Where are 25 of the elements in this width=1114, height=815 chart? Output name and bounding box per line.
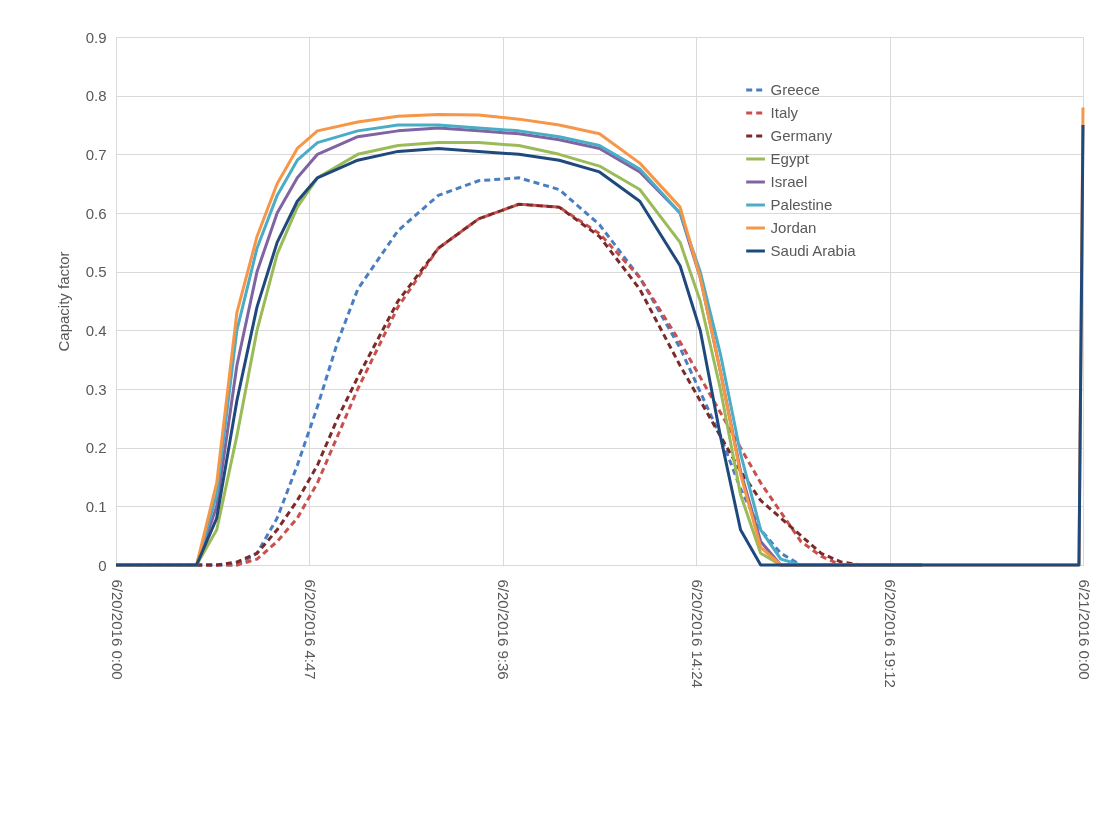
y-tick-label: 0 <box>98 556 107 574</box>
legend-label: Jordan <box>770 219 817 236</box>
legend-label: Italy <box>770 104 799 121</box>
y-tick-label: 0.6 <box>85 204 107 222</box>
legend-label: Greece <box>770 81 820 98</box>
x-tick-label: 6/20/2016 4:47 <box>301 579 319 680</box>
y-tick-label: 0.7 <box>85 145 107 163</box>
y-tick-label: 0.4 <box>85 321 107 339</box>
legend-label: Egypt <box>770 150 810 167</box>
y-tick-label: 0.1 <box>85 497 107 515</box>
y-tick-label: 0.3 <box>85 380 107 398</box>
y-axis-title: Capacity factor <box>54 251 72 352</box>
x-tick-label: 6/20/2016 0:00 <box>108 579 126 680</box>
x-tick-label: 6/20/2016 19:12 <box>882 579 900 688</box>
x-tick-label: 6/20/2016 14:24 <box>688 579 706 688</box>
y-tick-label: 0.9 <box>85 28 107 46</box>
legend-label: Israel <box>770 173 808 190</box>
legend-label: Palestine <box>770 196 833 213</box>
x-tick-label: 6/20/2016 9:36 <box>495 579 513 680</box>
y-tick-label: 0.5 <box>85 263 107 281</box>
y-tick-label: 0.8 <box>85 87 107 105</box>
x-tick-label: 6/21/2016 0:00 <box>1075 579 1093 680</box>
legend-label: Saudi Arabia <box>770 242 857 259</box>
legend-label: Germany <box>770 127 833 144</box>
y-tick-label: 0.2 <box>85 439 107 457</box>
